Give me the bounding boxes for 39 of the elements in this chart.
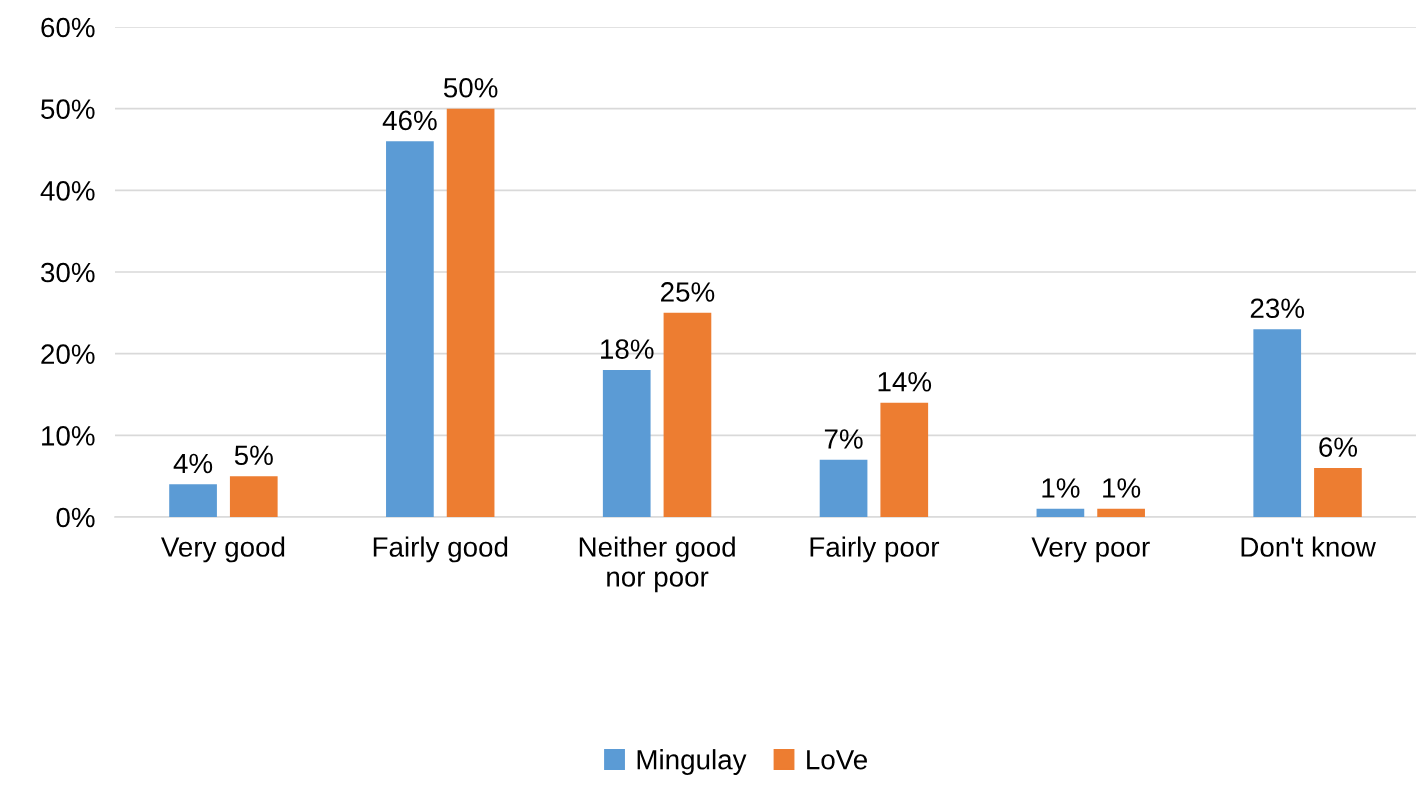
data-label: 1% <box>1103 478 1141 498</box>
bar <box>169 484 217 517</box>
data-label: 14% <box>878 372 932 392</box>
data-label: 46% <box>382 110 437 131</box>
bar <box>663 312 712 517</box>
x-tick-label: Very good <box>160 536 285 563</box>
x-tick-label: Very poor <box>1031 537 1150 563</box>
bar <box>1097 508 1145 517</box>
x-tick-label: Fairly good <box>373 536 508 563</box>
y-tick-label: 10% <box>42 426 95 446</box>
data-label: 50% <box>443 77 498 98</box>
y-tick-label: 20% <box>41 344 95 365</box>
data-label: 18% <box>601 339 654 359</box>
legend-label: LoVe <box>807 750 867 770</box>
y-tick-label: 30% <box>41 262 95 283</box>
data-label: 25% <box>661 282 715 302</box>
legend-label: Mingulay <box>637 749 747 775</box>
data-label: 6% <box>1319 437 1358 457</box>
bar <box>602 370 651 517</box>
bar <box>880 402 929 517</box>
data-label: 23% <box>1250 298 1305 319</box>
bar <box>1253 329 1302 517</box>
bar <box>819 459 868 517</box>
x-tick-label: Don't know <box>1241 536 1376 557</box>
bar <box>1036 508 1085 517</box>
bar <box>386 141 434 517</box>
x-tick-label: Neither good nor poor <box>579 536 735 593</box>
data-label: 7% <box>824 429 863 449</box>
y-tick-label: 60% <box>41 17 95 38</box>
y-tick-label: 0% <box>56 507 95 528</box>
x-tick-label: Fairly poor <box>810 536 940 563</box>
y-tick-label: 40% <box>40 181 95 201</box>
bar <box>229 476 278 517</box>
data-label: 5% <box>234 445 273 466</box>
bar <box>1314 468 1362 517</box>
data-label: 4% <box>173 453 213 474</box>
y-tick-label: 50% <box>41 99 95 120</box>
bar <box>446 108 495 517</box>
data-label: 1% <box>1042 478 1080 498</box>
